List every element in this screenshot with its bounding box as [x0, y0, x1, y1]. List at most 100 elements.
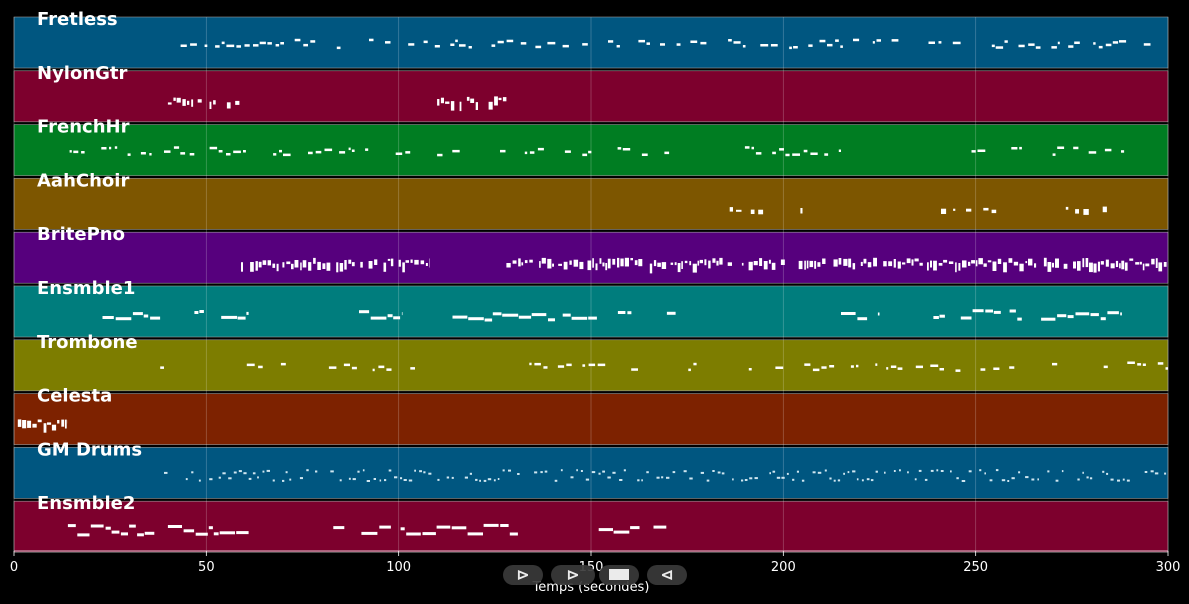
note-mark: [221, 41, 225, 45]
note-mark: [520, 42, 527, 45]
note-mark: [748, 368, 752, 371]
note-mark: [189, 153, 195, 156]
note-mark: [890, 365, 897, 368]
note-mark: [1055, 258, 1059, 268]
note-mark: [1003, 262, 1007, 273]
note-mark: [983, 207, 989, 211]
note-mark: [819, 39, 826, 43]
note-mark: [997, 258, 1002, 264]
note-mark: [388, 469, 392, 472]
note-mark: [173, 146, 180, 149]
note-mark: [1065, 206, 1069, 210]
note-mark: [279, 149, 282, 153]
note-mark: [1082, 471, 1084, 474]
play-button[interactable]: ⊳: [503, 565, 543, 585]
note-mark: [531, 313, 547, 317]
note-mark: [1067, 315, 1074, 319]
note-mark: [732, 478, 734, 481]
note-mark: [208, 526, 213, 530]
note-mark: [867, 262, 872, 268]
note-mark: [518, 315, 532, 319]
note-mark: [308, 262, 312, 271]
note-mark: [672, 471, 676, 474]
note-mark: [1055, 479, 1059, 482]
note-mark: [252, 472, 256, 475]
note-mark: [700, 471, 704, 474]
note-mark: [822, 258, 826, 264]
note-mark: [267, 42, 272, 45]
note-mark: [968, 470, 972, 473]
note-mark: [37, 419, 42, 423]
note-mark: [500, 149, 506, 153]
note-mark: [975, 260, 978, 267]
note-mark: [289, 478, 292, 481]
note-mark: [436, 525, 451, 529]
x-tick-label: 200: [771, 560, 796, 575]
note-mark: [1102, 470, 1105, 473]
note-mark: [451, 476, 454, 479]
note-mark: [51, 424, 57, 431]
note-mark: [452, 149, 460, 153]
track-notes: [167, 96, 507, 112]
note-mark: [285, 471, 288, 474]
track-band: [13, 447, 1169, 499]
note-mark: [939, 314, 945, 318]
note-mark: [183, 529, 195, 533]
note-mark: [1047, 470, 1050, 473]
note-mark: [273, 153, 277, 156]
note-mark: [109, 146, 112, 150]
note-mark: [370, 316, 387, 320]
note-mark: [1063, 263, 1068, 269]
note-mark: [848, 258, 852, 268]
note-mark: [968, 261, 971, 266]
note-mark: [1121, 150, 1125, 153]
note-mark: [315, 470, 318, 473]
stop-button[interactable]: [599, 565, 639, 585]
note-mark: [226, 44, 235, 48]
note-mark: [801, 479, 805, 482]
note-mark: [936, 469, 939, 472]
note-mark: [646, 42, 650, 45]
note-mark: [494, 96, 498, 106]
track-label: Celesta: [37, 386, 112, 407]
note-mark: [786, 472, 789, 475]
track-notes: [17, 419, 68, 433]
track-notes: [241, 257, 1167, 274]
note-mark: [469, 472, 472, 475]
note-mark: [995, 46, 1004, 49]
note-mark: [991, 44, 995, 48]
note-mark: [493, 479, 496, 482]
note-mark: [1013, 261, 1019, 266]
note-mark: [1074, 41, 1080, 44]
note-mark: [1057, 314, 1067, 318]
note-mark: [580, 470, 583, 472]
note-mark: [1103, 365, 1108, 369]
note-mark: [870, 479, 874, 482]
note-mark: [360, 261, 363, 268]
note-mark: [1117, 479, 1120, 482]
note-mark: [1086, 476, 1089, 479]
note-mark: [215, 45, 220, 48]
track-band: [13, 16, 1169, 69]
rewind-button[interactable]: ⊲: [647, 565, 687, 585]
note-mark: [1155, 258, 1158, 268]
note-mark: [792, 478, 795, 481]
note-mark: [760, 44, 769, 47]
track-notes: [69, 146, 1125, 157]
note-mark: [400, 527, 405, 531]
note-mark: [529, 362, 532, 366]
note-mark: [425, 263, 428, 266]
note-mark: [1009, 366, 1015, 369]
note-mark: [955, 262, 957, 273]
note-mark: [853, 38, 860, 42]
note-mark: [57, 420, 60, 424]
note-mark: [1057, 41, 1060, 45]
note-mark: [191, 99, 194, 107]
note-mark: [712, 258, 716, 263]
note-mark: [1145, 263, 1150, 267]
note-mark: [149, 153, 152, 156]
note-mark: [390, 258, 394, 267]
note-mark: [420, 260, 425, 265]
note-mark: [540, 471, 543, 474]
forward-button[interactable]: ⊳: [551, 565, 595, 585]
